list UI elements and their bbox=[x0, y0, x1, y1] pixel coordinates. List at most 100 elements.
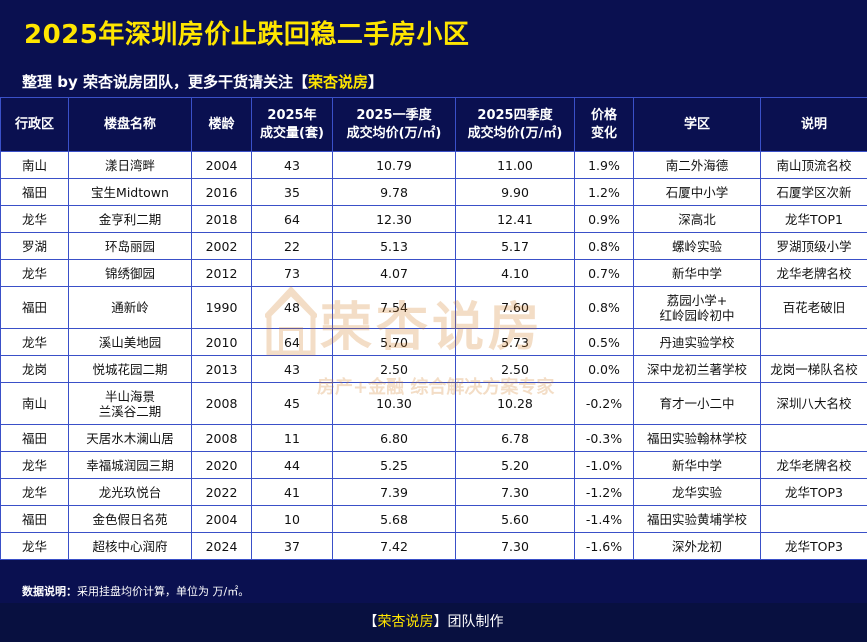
q4-price-cell: 5.17 bbox=[455, 232, 575, 260]
volume-cell-text: 35 bbox=[284, 184, 300, 200]
column-header: 2025四季度 成交均价(万/㎡) bbox=[455, 97, 575, 152]
estate-cell: 环岛丽园 bbox=[68, 232, 192, 260]
estate-cell-text: 宝生Midtown bbox=[91, 184, 169, 200]
q4-price-cell: 7.30 bbox=[455, 478, 575, 506]
subtitle-suffix: 】 bbox=[367, 73, 383, 91]
table-row: 福田 通新岭 1990 48 7.54 7.60 0.8% 荔园小学+ 红岭园岭初中 百花老破旧 bbox=[0, 286, 867, 329]
q1-price-cell-text: 4.07 bbox=[380, 265, 408, 281]
volume-cell-text: 37 bbox=[284, 538, 300, 554]
q1-price-cell-text: 5.25 bbox=[380, 457, 408, 473]
volume-cell: 44 bbox=[251, 451, 333, 479]
age-cell-text: 2008 bbox=[205, 396, 238, 411]
q4-price-cell: 7.30 bbox=[455, 532, 575, 560]
note-cell: 南山顶流名校 bbox=[760, 151, 867, 179]
column-header: 2025一季度 成交均价(万/㎡) bbox=[332, 97, 456, 152]
volume-cell-text: 44 bbox=[284, 457, 300, 473]
table-row: 龙华 金亨利二期 2018 64 12.30 12.41 0.9% 深高北 龙华TOP1 bbox=[0, 205, 867, 233]
estate-cell: 漾日湾畔 bbox=[68, 151, 192, 179]
district-cell-text: 龙岗 bbox=[21, 361, 47, 377]
age-cell-text: 2022 bbox=[205, 484, 238, 500]
q1-price-cell: 10.30 bbox=[332, 382, 456, 425]
q4-price-cell-text: 5.17 bbox=[501, 238, 529, 254]
district-cell: 龙华 bbox=[0, 532, 69, 560]
note-cell bbox=[760, 505, 867, 533]
change-cell-text: -1.6% bbox=[585, 538, 623, 554]
estate-cell: 龙光玖悦台 bbox=[68, 478, 192, 506]
change-cell: 0.8% bbox=[574, 286, 634, 329]
column-header: 说明 bbox=[760, 97, 867, 152]
q4-price-cell: 12.41 bbox=[455, 205, 575, 233]
table-row: 龙华 锦绣御园 2012 73 4.07 4.10 0.7% 新华中学 龙华老牌名校 bbox=[0, 259, 867, 287]
estate-cell-text: 环岛丽园 bbox=[104, 238, 155, 254]
column-header-line1: 2025一季度 bbox=[356, 107, 432, 123]
school-cell-text: 石厦中小学 bbox=[665, 184, 729, 200]
district-cell: 龙华 bbox=[0, 259, 69, 287]
change-cell: 0.9% bbox=[574, 205, 634, 233]
district-cell-text: 福田 bbox=[21, 511, 47, 527]
note-cell: 龙岗一梯队名校 bbox=[760, 355, 867, 383]
estate-cell: 金色假日名苑 bbox=[68, 505, 192, 533]
change-cell: 0.7% bbox=[574, 259, 634, 287]
q4-price-cell-text: 7.30 bbox=[501, 484, 529, 500]
change-cell-text: 0.5% bbox=[588, 334, 620, 350]
change-cell: -1.4% bbox=[574, 505, 634, 533]
school-cell: 深中龙初兰著学校 bbox=[633, 355, 761, 383]
change-cell-text: 1.2% bbox=[588, 184, 620, 200]
estate-cell: 天居水木澜山居 bbox=[68, 424, 192, 452]
estate-cell: 金亨利二期 bbox=[68, 205, 192, 233]
age-cell: 2022 bbox=[191, 478, 252, 506]
volume-cell: 48 bbox=[251, 286, 333, 329]
q1-price-cell: 2.50 bbox=[332, 355, 456, 383]
column-header-line1: 楼龄 bbox=[208, 116, 235, 132]
change-cell-text: -0.2% bbox=[585, 396, 623, 411]
q4-price-cell-text: 10.28 bbox=[497, 396, 533, 411]
table-row: 福田 宝生Midtown 2016 35 9.78 9.90 1.2% 石厦中小学 石厦学区次新 bbox=[0, 178, 867, 206]
q1-price-cell: 5.68 bbox=[332, 505, 456, 533]
age-cell: 2018 bbox=[191, 205, 252, 233]
district-cell: 福田 bbox=[0, 505, 69, 533]
change-cell: -1.0% bbox=[574, 451, 634, 479]
estate-cell: 悦城花园二期 bbox=[68, 355, 192, 383]
estate-cell: 半山海景 兰溪谷二期 bbox=[68, 382, 192, 425]
q1-price-cell-text: 6.80 bbox=[380, 430, 408, 446]
table-row: 南山 漾日湾畔 2004 43 10.79 11.00 1.9% 南二外海德 南山顶流名校 bbox=[0, 151, 867, 179]
page-title: 2025年深圳房价止跌回稳二手房小区 bbox=[24, 20, 470, 50]
age-cell-text: 2016 bbox=[205, 184, 238, 200]
age-cell-text: 2018 bbox=[205, 211, 238, 227]
table-row: 龙华 溪山美地园 2010 64 5.70 5.73 0.5% 丹迪实验学校 bbox=[0, 328, 867, 356]
q1-price-cell: 7.39 bbox=[332, 478, 456, 506]
district-cell: 罗湖 bbox=[0, 232, 69, 260]
table-body: 南山 漾日湾畔 2004 43 10.79 11.00 1.9% 南二外海德 南山顶流名校福田 宝… bbox=[0, 151, 867, 560]
note-cell: 龙华TOP3 bbox=[760, 478, 867, 506]
age-cell-text: 2024 bbox=[205, 538, 238, 554]
data-note-label: 数据说明： bbox=[22, 585, 77, 598]
estate-cell-text: 超核中心润府 bbox=[92, 538, 168, 554]
estate-cell-text: 通新岭 bbox=[111, 300, 149, 315]
volume-cell: 73 bbox=[251, 259, 333, 287]
q1-price-cell-text: 7.39 bbox=[380, 484, 408, 500]
q1-price-cell: 5.25 bbox=[332, 451, 456, 479]
change-cell-text: 0.0% bbox=[588, 361, 620, 377]
column-header-line2: 变化 bbox=[590, 125, 617, 141]
estate-cell-text: 半山海景 bbox=[104, 388, 155, 404]
column-header-line2: 成交均价(万/㎡) bbox=[346, 125, 442, 141]
note-cell bbox=[760, 328, 867, 356]
note-cell: 深圳八大名校 bbox=[760, 382, 867, 425]
school-cell-text: 福田实验黄埔学校 bbox=[646, 511, 747, 527]
volume-cell-text: 45 bbox=[284, 396, 300, 411]
volume-cell-text: 43 bbox=[284, 361, 300, 377]
district-cell: 龙华 bbox=[0, 451, 69, 479]
q1-price-cell: 9.78 bbox=[332, 178, 456, 206]
school-cell: 育才一小二中 bbox=[633, 382, 761, 425]
note-cell-text: 龙岗一梯队名校 bbox=[770, 361, 858, 377]
estate-cell: 幸福城润园三期 bbox=[68, 451, 192, 479]
q1-price-cell-text: 2.50 bbox=[380, 361, 408, 377]
note-cell: 石厦学区次新 bbox=[760, 178, 867, 206]
q4-price-cell-text: 9.90 bbox=[501, 184, 529, 200]
school-cell-text: 龙华实验 bbox=[671, 484, 722, 500]
school-cell: 石厦中小学 bbox=[633, 178, 761, 206]
volume-cell-text: 43 bbox=[284, 157, 300, 173]
q4-price-cell-text: 5.20 bbox=[501, 457, 529, 473]
age-cell-text: 1990 bbox=[205, 300, 238, 315]
volume-cell: 10 bbox=[251, 505, 333, 533]
